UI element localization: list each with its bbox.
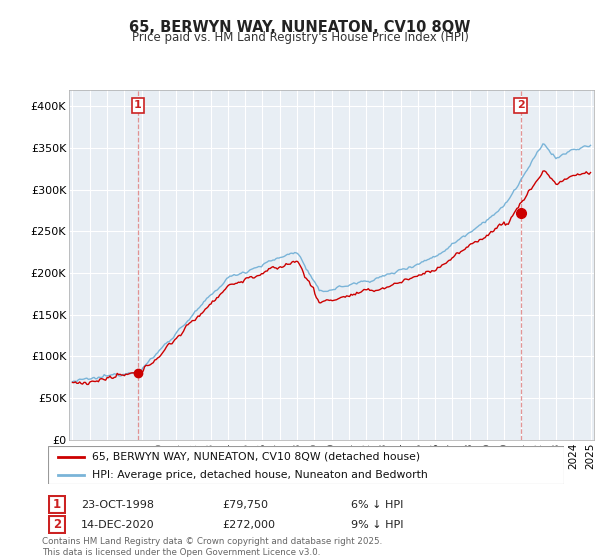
Text: 23-OCT-1998: 23-OCT-1998 xyxy=(81,500,154,510)
Text: 14-DEC-2020: 14-DEC-2020 xyxy=(81,520,155,530)
Text: 65, BERWYN WAY, NUNEATON, CV10 8QW: 65, BERWYN WAY, NUNEATON, CV10 8QW xyxy=(130,20,470,35)
Text: 2: 2 xyxy=(53,518,61,531)
Text: Price paid vs. HM Land Registry's House Price Index (HPI): Price paid vs. HM Land Registry's House … xyxy=(131,31,469,44)
Text: 6% ↓ HPI: 6% ↓ HPI xyxy=(351,500,403,510)
Text: 9% ↓ HPI: 9% ↓ HPI xyxy=(351,520,404,530)
Text: 2: 2 xyxy=(517,100,524,110)
Text: 1: 1 xyxy=(134,100,142,110)
Text: £272,000: £272,000 xyxy=(222,520,275,530)
Text: 65, BERWYN WAY, NUNEATON, CV10 8QW (detached house): 65, BERWYN WAY, NUNEATON, CV10 8QW (deta… xyxy=(92,452,420,462)
Text: HPI: Average price, detached house, Nuneaton and Bedworth: HPI: Average price, detached house, Nune… xyxy=(92,470,428,480)
Text: Contains HM Land Registry data © Crown copyright and database right 2025.
This d: Contains HM Land Registry data © Crown c… xyxy=(42,537,382,557)
Text: 1: 1 xyxy=(53,498,61,511)
Text: £79,750: £79,750 xyxy=(222,500,268,510)
